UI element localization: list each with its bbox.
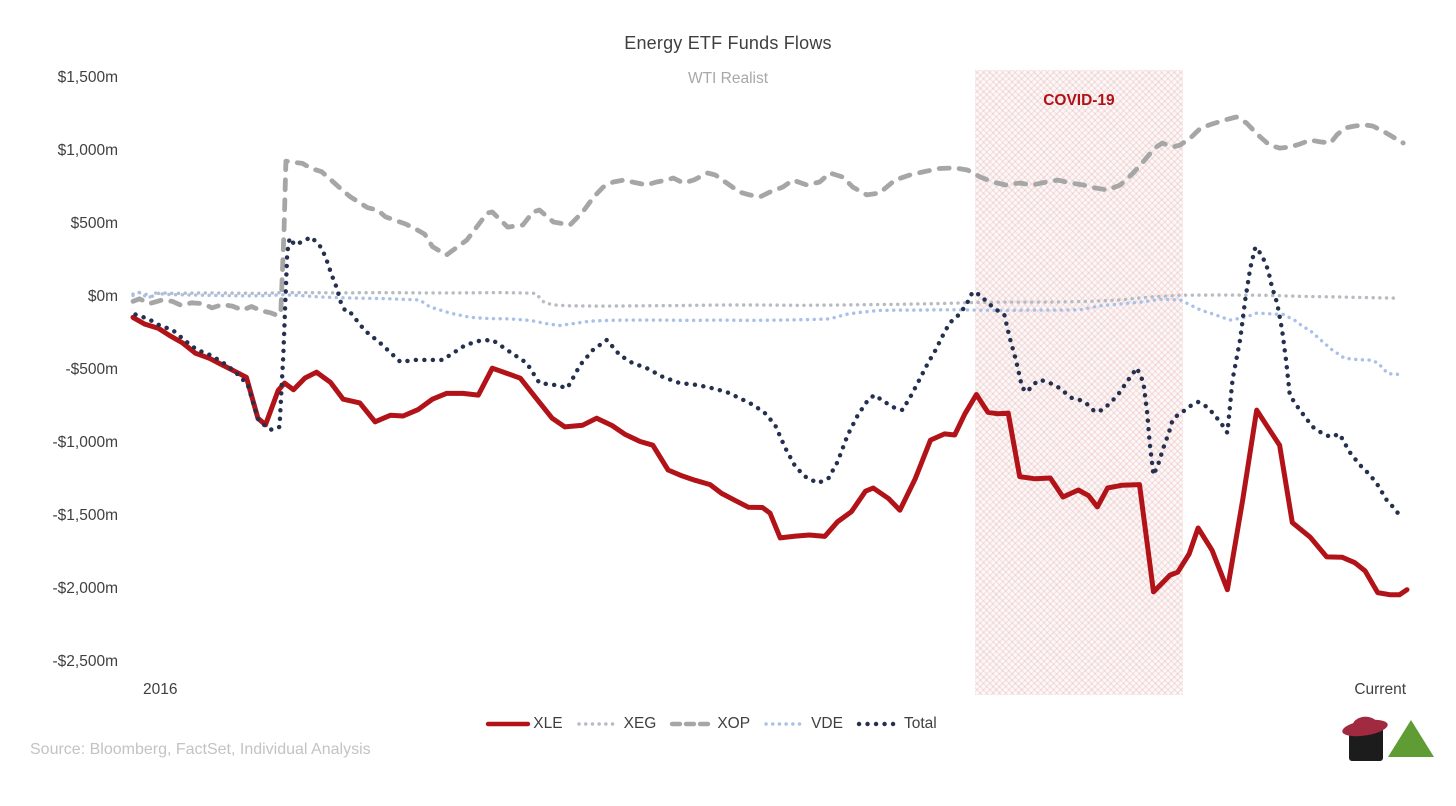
y-axis-tick: -$2,000m	[52, 580, 118, 597]
y-axis-tick: $1,500m	[57, 69, 118, 86]
chart-subtitle: WTI Realist	[687, 70, 769, 87]
y-axis-tick: $1,000m	[57, 142, 118, 159]
legend-label-xop: XOP	[717, 715, 751, 732]
legend-label-vde: VDE	[811, 715, 843, 732]
y-axis-tick: -$1,500m	[52, 507, 118, 524]
x-axis-start-label: 2016	[143, 681, 178, 698]
green-triangle-icon	[1388, 720, 1434, 757]
wti-realist-logo	[1342, 716, 1434, 761]
legend-item-vde: VDE	[763, 715, 843, 733]
y-axis-tick: -$2,500m	[52, 653, 118, 670]
series-line-xeg	[131, 290, 1400, 308]
xeg-line-swatch	[576, 722, 621, 726]
legend-label-total: Total	[903, 715, 937, 732]
legend-item-xle: XLE	[485, 715, 563, 733]
covid-19-highlight-region	[975, 70, 1183, 695]
legend-item-xop: XOP	[669, 715, 750, 733]
legend: XLE XEG XOP VDE Total	[0, 715, 1422, 733]
y-axis-tick: -$1,000m	[52, 434, 118, 451]
legend-item-xeg: XEG	[576, 715, 657, 733]
legend-label-xle: XLE	[533, 715, 563, 732]
legend-label-xeg: XEG	[623, 715, 657, 732]
x-axis-end-label: Current	[1354, 681, 1406, 698]
series-line-xop	[130, 114, 1406, 318]
y-axis-tick: $500m	[70, 215, 118, 232]
series-line-vde	[131, 290, 1402, 377]
xle-line-swatch	[486, 721, 531, 727]
xop-line-swatch	[670, 721, 715, 727]
y-axis-tick: -$500m	[65, 361, 118, 378]
oil-barrel-with-cowboy-hat-icon	[1342, 716, 1388, 761]
chart-title: Energy ETF Funds Flows	[624, 33, 832, 53]
source-note: Source: Bloomberg, FactSet, Individual A…	[30, 741, 371, 758]
total-line-swatch	[856, 721, 902, 727]
covid-19-label: COVID-19	[1043, 92, 1115, 109]
y-axis-tick: $0m	[87, 288, 118, 305]
vde-line-swatch	[764, 722, 808, 726]
series-line-xle	[130, 314, 1410, 598]
legend-item-total: Total	[856, 715, 937, 733]
